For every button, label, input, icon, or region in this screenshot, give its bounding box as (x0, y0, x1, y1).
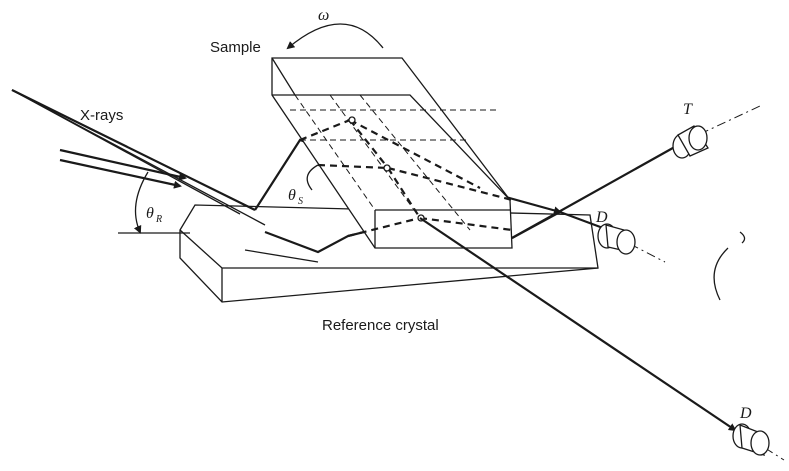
sample-label: Sample (210, 39, 261, 56)
xrays-label: X-rays (80, 107, 123, 124)
stray-mark (739, 231, 746, 244)
reference-crystal-label: Reference crystal (322, 317, 439, 334)
incident-xray-beams (11, 89, 266, 234)
sample-internal-beams (299, 116, 513, 238)
omega-rotation-arrow (286, 23, 384, 50)
svg-text:S: S (298, 196, 303, 207)
svg-text:R: R (155, 214, 162, 225)
outgoing-beams (419, 105, 785, 461)
detector-d2 (732, 423, 770, 456)
detector-d1 (597, 223, 636, 255)
svg-text:θ: θ (146, 205, 154, 222)
omega-label: ω (318, 7, 329, 24)
stray-mark (713, 247, 729, 301)
svg-text:θ: θ (288, 187, 296, 204)
theta-s-label: θ S (288, 187, 303, 207)
detector-t-label: T (683, 101, 693, 118)
detector-t (672, 125, 709, 159)
detector-d2-label: D (739, 405, 752, 422)
sample-crystal (271, 57, 513, 249)
detector-d1-label: D (595, 209, 608, 226)
theta-r-label: θ R (146, 205, 162, 225)
